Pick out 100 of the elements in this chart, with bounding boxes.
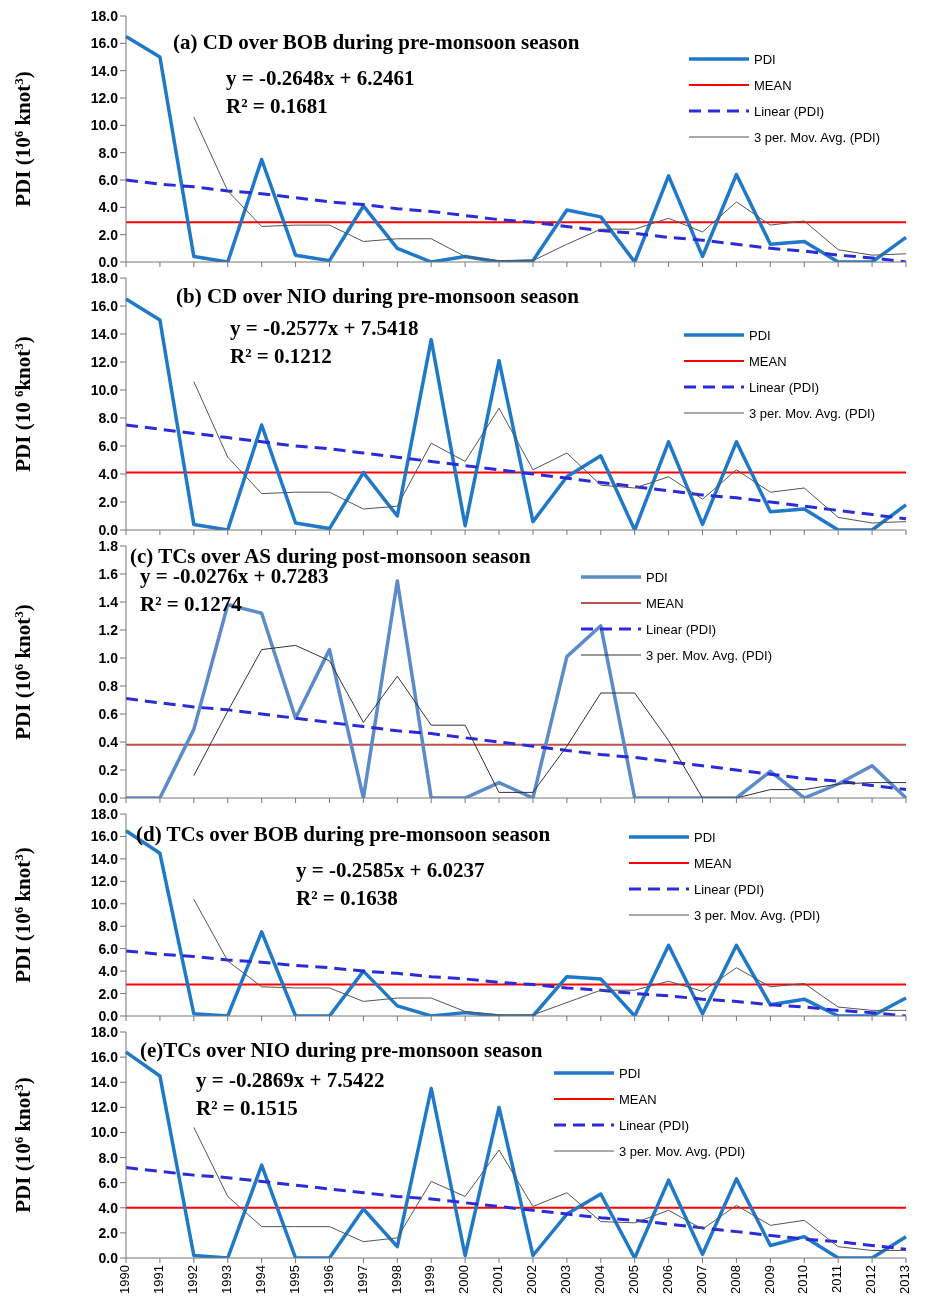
y-tick-label: 10.0: [90, 381, 119, 398]
x-tick-label: 2007: [693, 1265, 709, 1294]
y-tick-label: 6.0: [98, 171, 119, 188]
y-tick-label: 0.0: [98, 253, 119, 270]
y-tick-label: 2.0: [98, 226, 119, 243]
x-tick-label: 2005: [625, 1265, 641, 1294]
y-tick-label: 12.0: [90, 873, 119, 890]
y-tick-label: 8.0: [98, 1149, 119, 1166]
y-tick-label: 4.0: [98, 1199, 119, 1216]
y-tick-label: 1.2: [98, 621, 119, 638]
x-tick-label: 2011: [829, 1265, 845, 1293]
y-tick-label: 10.0: [90, 117, 119, 134]
y-tick-label: 4.0: [98, 963, 119, 980]
y-tick-label: 0.0: [98, 1249, 119, 1266]
y-tick-label: 0.8: [98, 677, 119, 694]
y-tick-label: 6.0: [98, 1174, 119, 1191]
chart-title: (b) CD over NIO during pre-monsoon season: [176, 284, 579, 308]
x-tick-label: 2000: [456, 1265, 472, 1294]
y-tick-label: 10.0: [90, 895, 119, 912]
x-tick-label: 2004: [592, 1265, 608, 1294]
x-tick-label: 1997: [354, 1265, 370, 1294]
legend-label: 3 per. Mov. Avg. (PDI): [619, 1143, 745, 1159]
legend-label: MEAN: [754, 77, 792, 93]
legend-label: Linear (PDI): [694, 881, 765, 897]
annotation: R² = 0.1212: [230, 343, 333, 370]
x-tick-label: 1990: [117, 1265, 133, 1294]
y-tick-label: 0.6: [98, 705, 119, 722]
legend-label: MEAN: [646, 595, 684, 611]
x-tick-label: 1992: [185, 1265, 201, 1294]
legend-label: 3 per. Mov. Avg. (PDI): [749, 405, 875, 421]
legend-label: MEAN: [694, 855, 732, 871]
annotation: R² = 0.1638: [296, 885, 399, 912]
legend-label: 3 per. Mov. Avg. (PDI): [754, 129, 880, 145]
y-tick-label: 12.0: [90, 1099, 119, 1116]
y-tick-label: 1.0: [98, 649, 119, 666]
x-tick-label: 1999: [422, 1265, 438, 1294]
y-tick-label: 12.0: [90, 89, 119, 106]
x-tick-label: 2003: [558, 1265, 574, 1294]
x-tick-label: 1994: [252, 1265, 268, 1294]
annotation: R² = 0.1681: [226, 93, 329, 120]
x-tick-label: 2002: [524, 1265, 540, 1294]
legend-label: 3 per. Mov. Avg. (PDI): [694, 907, 820, 923]
y-tick-label: 1.4: [98, 593, 119, 610]
y-tick-label: 18.0: [90, 269, 119, 286]
x-tick-label: 2001: [490, 1265, 506, 1294]
line-series: [124, 697, 908, 792]
y-tick-label: 1.8: [98, 537, 119, 554]
legend-label: Linear (PDI): [754, 103, 825, 119]
legend-label: PDI: [749, 327, 771, 343]
legend-label: Linear (PDI): [646, 621, 717, 637]
y-tick-label: 14.0: [90, 850, 119, 867]
annotation: y = -0.2577x + 7.5418: [230, 315, 419, 342]
x-tick-label: 2012: [863, 1265, 879, 1294]
line-series: [193, 644, 907, 798]
y-tick-label: 4.0: [98, 199, 119, 216]
legend-label: PDI: [754, 51, 776, 67]
annotation: y = -0.2648x + 6.2461: [226, 65, 415, 92]
y-tick-label: 8.0: [98, 918, 119, 935]
y-tick-label: 12.0: [90, 353, 119, 370]
x-tick-label: 2013: [897, 1265, 913, 1294]
x-tick-label: 1995: [286, 1265, 302, 1294]
line-series: [193, 381, 907, 524]
y-tick-label: 6.0: [98, 437, 119, 454]
y-tick-label: 14.0: [90, 325, 119, 342]
legend-label: Linear (PDI): [749, 379, 820, 395]
y-tick-label: 2.0: [98, 985, 119, 1002]
legend-label: Linear (PDI): [619, 1117, 690, 1133]
legend-label: PDI: [619, 1065, 641, 1081]
y-tick-label: 18.0: [90, 805, 119, 822]
annotation: y = -0.2585x + 6.0237: [296, 857, 485, 884]
y-tick-label: 10.0: [90, 1124, 119, 1141]
y-tick-label: 0.2: [98, 761, 119, 778]
y-tick-label: 18.0: [90, 1023, 119, 1040]
line-series: [124, 423, 908, 521]
annotation: y = -0.2869x + 7.5422: [196, 1067, 385, 1094]
y-tick-label: 2.0: [98, 493, 119, 510]
x-tick-label: 2006: [659, 1265, 675, 1294]
annotation: R² = 0.1515: [196, 1095, 299, 1122]
x-tick-label: 1998: [388, 1265, 404, 1294]
y-tick-label: 18.0: [90, 7, 119, 24]
legend-label: PDI: [646, 569, 668, 585]
x-tick-label: 2009: [761, 1265, 777, 1294]
y-tick-label: 16.0: [90, 297, 119, 314]
y-tick-label: 0.0: [98, 521, 119, 538]
x-tick-label: 1993: [218, 1265, 234, 1294]
x-tick-label: 1996: [320, 1265, 336, 1294]
y-tick-label: 14.0: [90, 1074, 119, 1091]
x-tick-label: 2010: [795, 1265, 811, 1294]
y-tick-label: 16.0: [90, 1049, 119, 1066]
legend-label: PDI: [694, 829, 716, 845]
y-tick-label: 0.0: [98, 1007, 119, 1024]
y-tick-label: 4.0: [98, 465, 119, 482]
legend-label: MEAN: [619, 1091, 657, 1107]
y-tick-label: 8.0: [98, 144, 119, 161]
y-tick-label: 1.6: [98, 565, 119, 582]
annotation: R² = 0.1274: [140, 591, 243, 618]
y-tick-label: 0.4: [98, 733, 119, 750]
y-tick-label: 2.0: [98, 1224, 119, 1241]
y-tick-label: 16.0: [90, 828, 119, 845]
text: (a) CD over BOB during pre-monsoon season: [173, 30, 580, 54]
